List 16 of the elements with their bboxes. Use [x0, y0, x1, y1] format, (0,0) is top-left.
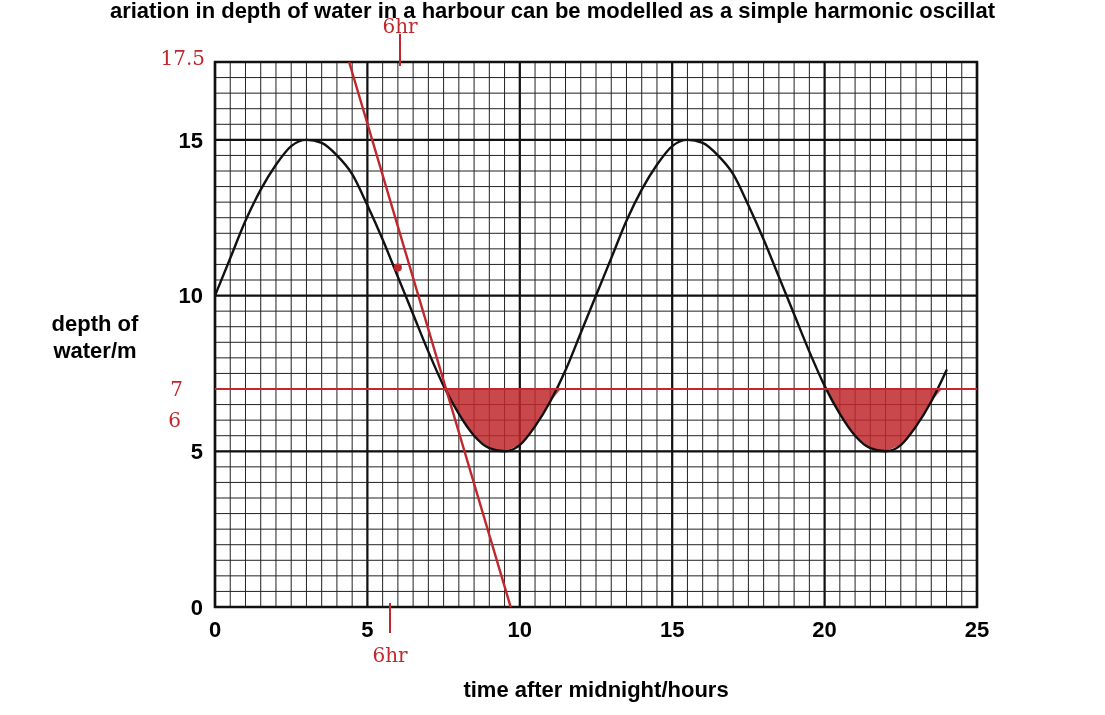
y-tick-label: 15: [178, 127, 203, 153]
y-tick-label: 0: [190, 594, 203, 620]
y-tick-label: 5: [190, 438, 203, 464]
y-axis-title: depth of water/m: [51, 311, 140, 363]
x-tick-label: 20: [812, 617, 837, 642]
x-tick-label: 5: [361, 617, 374, 642]
x-tick-label: 15: [659, 617, 685, 642]
text: 17.5: [160, 46, 205, 70]
x-tick-label: 10: [507, 617, 533, 642]
text: 6hr: [372, 643, 409, 667]
x-tick-label: 0: [208, 617, 222, 642]
text: 6: [168, 408, 181, 433]
y-tick-label: 10: [178, 283, 203, 309]
x-tick-label: 25: [964, 617, 990, 642]
x-axis-title: time after midnight/hours: [463, 677, 729, 702]
ref-line-label: 7: [170, 377, 183, 401]
